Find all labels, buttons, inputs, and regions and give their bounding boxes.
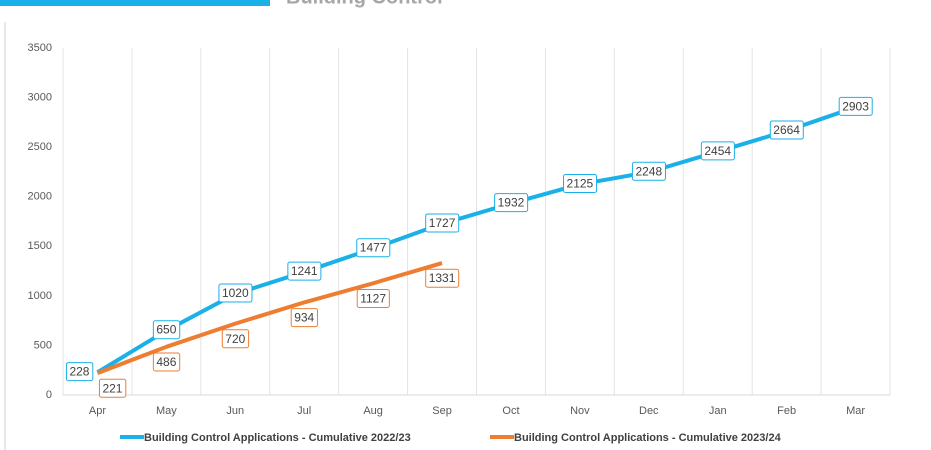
y-tick-label: 3500	[28, 42, 52, 54]
data-label-box	[425, 213, 460, 233]
data-label-box	[838, 96, 873, 116]
y-tick-label: 2500	[28, 141, 52, 153]
data-label-box	[152, 352, 181, 372]
data-label-box	[494, 193, 529, 213]
x-tick-label: Feb	[777, 405, 796, 417]
data-label-box	[631, 161, 666, 181]
data-label: 486	[156, 355, 176, 369]
data-label-box	[356, 288, 390, 308]
legend-label: Building Control Applications - Cumulati…	[144, 432, 411, 444]
data-label-box	[769, 120, 804, 140]
data-label-box	[218, 283, 253, 303]
data-label-box	[700, 141, 735, 161]
y-tick-label: 1500	[28, 240, 52, 252]
x-tick-label: Jul	[297, 405, 311, 417]
data-label-box	[221, 329, 250, 349]
y-tick-label: 0	[46, 389, 52, 401]
data-label: 2125	[567, 176, 594, 190]
x-tick-label: Jan	[709, 405, 727, 417]
legend-label: Building Control Applications - Cumulati…	[514, 432, 782, 444]
data-label: 2664	[773, 123, 800, 137]
data-label-box	[563, 173, 598, 193]
data-label-box	[290, 308, 319, 328]
data-label: 228	[69, 365, 89, 379]
y-tick-label: 500	[34, 339, 52, 351]
data-label: 934	[294, 311, 314, 325]
data-label-box	[152, 320, 181, 340]
x-tick-label: Aug	[363, 405, 383, 417]
data-label-box	[65, 362, 94, 382]
data-label: 1127	[360, 291, 386, 305]
data-label-box	[98, 378, 127, 398]
data-label-box	[425, 268, 460, 288]
data-label: 221	[102, 381, 122, 395]
y-tick-label: 1000	[28, 290, 52, 302]
x-tick-label: Sep	[432, 405, 452, 417]
data-label: 1241	[291, 264, 318, 278]
y-tick-label: 2000	[28, 191, 52, 203]
x-tick-label: Dec	[639, 405, 659, 417]
header-title: Building Control	[286, 0, 443, 8]
data-label: 650	[156, 323, 176, 337]
data-label: 1331	[429, 271, 456, 285]
data-label: 2454	[704, 144, 731, 158]
x-tick-label: Mar	[846, 405, 865, 417]
x-tick-label: Nov	[570, 405, 590, 417]
x-tick-label: May	[156, 405, 177, 417]
data-label-box	[356, 238, 391, 258]
data-label: 720	[225, 332, 245, 346]
data-label: 1727	[429, 216, 456, 230]
header-bar	[0, 0, 270, 6]
y-tick-label: 3000	[28, 91, 52, 103]
data-label: 2248	[635, 164, 662, 178]
series-line	[96, 261, 443, 375]
data-label: 1932	[498, 196, 525, 210]
x-tick-label: Apr	[89, 405, 106, 417]
data-label-box	[287, 261, 322, 281]
data-label: 2903	[842, 99, 869, 113]
x-tick-label: Oct	[502, 405, 519, 417]
data-label: 1477	[360, 241, 387, 255]
x-tick-label: Jun	[226, 405, 244, 417]
data-label: 1020	[222, 286, 249, 300]
